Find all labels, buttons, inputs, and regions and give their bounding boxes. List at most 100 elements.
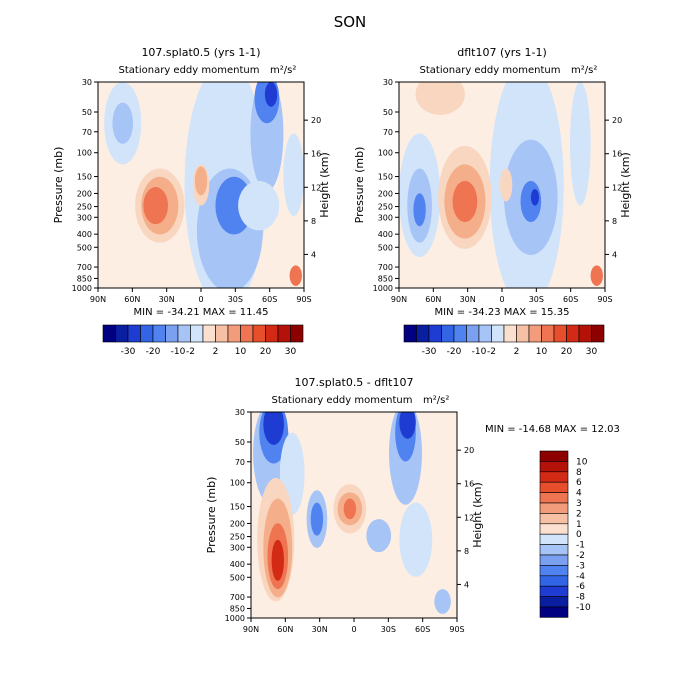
- y-right-tick-label: 12: [464, 513, 474, 522]
- y-tick-label: 700: [77, 263, 92, 272]
- contour-region-p3-18: [434, 589, 451, 614]
- y-tick-label: 250: [77, 203, 92, 212]
- panel-subtitle-p1: Stationary eddy momentum: [119, 65, 260, 76]
- contour-region-p3-5: [399, 412, 416, 439]
- y-tick-label: 70: [383, 128, 393, 137]
- y-tick-label: 200: [378, 189, 393, 198]
- y-right-tick-label: 16: [464, 480, 474, 489]
- colorbar-diff-swatch: [539, 565, 569, 577]
- panel-units-p1: m²/s²: [270, 65, 296, 76]
- y-tick-label: 400: [230, 560, 245, 569]
- colorbar-swatch: [190, 324, 204, 343]
- colorbar-diff-label: 1: [576, 520, 582, 530]
- y-tick-label: 400: [378, 230, 393, 239]
- contour-region-p2-3: [530, 189, 540, 206]
- contour-region-p2-13: [590, 265, 603, 286]
- colorbar-diff-swatch: [539, 585, 569, 597]
- colorbar-diff-swatch: [539, 523, 569, 535]
- y-tick-label: 250: [230, 533, 245, 542]
- x-tick-label: 90N: [243, 625, 259, 634]
- colorbar-swatch: [252, 324, 266, 343]
- colorbar-swatch: [478, 324, 492, 343]
- y-tick-label: 1000: [72, 284, 92, 293]
- y-tick-label: 30: [383, 78, 393, 87]
- y-tick-label: 100: [378, 149, 393, 158]
- x-tick-label: 60S: [262, 295, 277, 304]
- panel-subtitle-p3: Stationary eddy momentum: [272, 395, 413, 406]
- y-tick-label: 50: [383, 108, 393, 117]
- colorbar-swatch: [403, 324, 417, 343]
- colorbar-swatch: [102, 324, 116, 343]
- y-tick-label: 300: [378, 213, 393, 222]
- colorbar-label: -2: [487, 347, 496, 357]
- colorbar-diff-label: -10: [576, 603, 591, 613]
- y-right-tick-label: 16: [311, 150, 321, 159]
- y-right-tick-label: 8: [612, 217, 617, 226]
- colorbar-diff-swatch: [539, 481, 569, 493]
- x-tick-label: 0: [499, 295, 504, 304]
- colorbar-diff-label: -2: [576, 551, 585, 561]
- colorbar-swatch: [591, 324, 605, 343]
- colorbar-diff-swatch: [539, 471, 569, 483]
- y-tick-label: 1000: [373, 284, 393, 293]
- colorbar-swatch: [115, 324, 129, 343]
- colorbar-label: -30: [422, 347, 437, 357]
- contour-region-p1-5: [264, 82, 278, 107]
- panel-units-p2: m²/s²: [571, 65, 597, 76]
- colorbar-diff-swatch: [539, 606, 569, 618]
- contour-region-p3-10: [399, 502, 433, 577]
- x-tick-label: 0: [351, 625, 356, 634]
- contour-region-p1-15: [289, 265, 302, 286]
- colorbar-swatch: [140, 324, 154, 343]
- y-tick-label: 100: [77, 149, 92, 158]
- colorbar-swatch: [265, 324, 279, 343]
- colorbar-diff-swatch: [539, 502, 569, 514]
- page-title: SON: [334, 13, 367, 31]
- colorbar-swatch: [165, 324, 179, 343]
- contour-region-p1-8: [238, 180, 280, 231]
- y-tick-label: 700: [230, 593, 245, 602]
- colorbar-diff-swatch: [539, 492, 569, 504]
- y-axis-label: Pressure (mb): [52, 147, 65, 224]
- colorbar-swatch: [177, 324, 191, 343]
- y-tick-label: 150: [378, 173, 393, 182]
- y-tick-label: 850: [77, 274, 92, 283]
- colorbar-label: 10: [536, 347, 548, 357]
- colorbar-diff-label: -4: [576, 572, 585, 582]
- contour-region-p3-8: [366, 519, 392, 553]
- colorbar-label: 20: [561, 347, 573, 357]
- contour-region-p1-9: [283, 133, 304, 216]
- panel-subtitle-p2: Stationary eddy momentum: [420, 65, 561, 76]
- y-tick-label: 850: [230, 604, 245, 613]
- contour-region-p3-14: [271, 539, 284, 581]
- colorbar-label: 2: [514, 347, 520, 357]
- colorbar-swatch: [152, 324, 166, 343]
- colorbars: -30 -20 -10 -2 2 10 20 30 -30 -20 -10 -2 2 10 20 301086…: [102, 324, 605, 618]
- contour-region-p2-6: [413, 193, 426, 227]
- colorbar-label: -20: [146, 347, 161, 357]
- contour-region-p2-7: [569, 82, 591, 206]
- x-tick-label: 90S: [597, 295, 612, 304]
- colorbar-diff-swatch: [539, 450, 569, 462]
- colorbar-swatch: [127, 324, 141, 343]
- y-right-axis-label: Height (km): [619, 152, 632, 218]
- colorbar-swatch: [528, 324, 542, 343]
- x-tick-label: 30S: [381, 625, 396, 634]
- y-tick-label: 150: [230, 503, 245, 512]
- contour-region-p1-12: [143, 187, 169, 225]
- colorbar-label: -10: [472, 347, 487, 357]
- colorbar-label: -2: [186, 347, 195, 357]
- colorbar-label: -30: [121, 347, 136, 357]
- y-right-tick-label: 16: [612, 150, 622, 159]
- y-tick-label: 200: [77, 189, 92, 198]
- colorbar-diff-label: 10: [576, 457, 588, 467]
- y-tick-label: 850: [378, 274, 393, 283]
- y-tick-label: 70: [82, 128, 92, 137]
- x-tick-label: 30S: [228, 295, 243, 304]
- y-right-axis-label: Height (km): [318, 152, 331, 218]
- colorbar-swatch: [215, 324, 229, 343]
- stats-label-p2: MIN = -34.23 MAX = 15.35: [435, 307, 570, 318]
- x-tick-label: 60N: [425, 295, 441, 304]
- y-tick-label: 1000: [225, 614, 245, 623]
- colorbar-label: 2: [213, 347, 219, 357]
